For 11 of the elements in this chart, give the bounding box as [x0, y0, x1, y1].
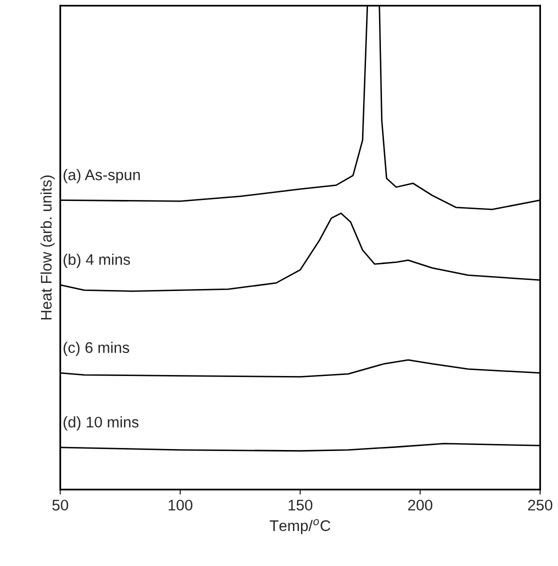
- annotation: (a) As-spun: [64, 169, 140, 184]
- x-tick-label: 100: [168, 500, 192, 511]
- x-tick-label: 50: [52, 500, 68, 511]
- annotation: (d) 10 mins: [64, 416, 139, 431]
- x-axis-title: Temp/$^{o}$C: [270, 519, 330, 534]
- x-tick-label: 150: [288, 500, 312, 511]
- y-axis-title: Heat Flow (arb. units): [40, 176, 55, 320]
- annotation: (c) 6 mins: [64, 342, 130, 356]
- annotation: (b) 4 mins: [64, 254, 130, 268]
- x-tick-label: 250: [528, 500, 552, 511]
- x-tick-label: 200: [408, 500, 432, 511]
